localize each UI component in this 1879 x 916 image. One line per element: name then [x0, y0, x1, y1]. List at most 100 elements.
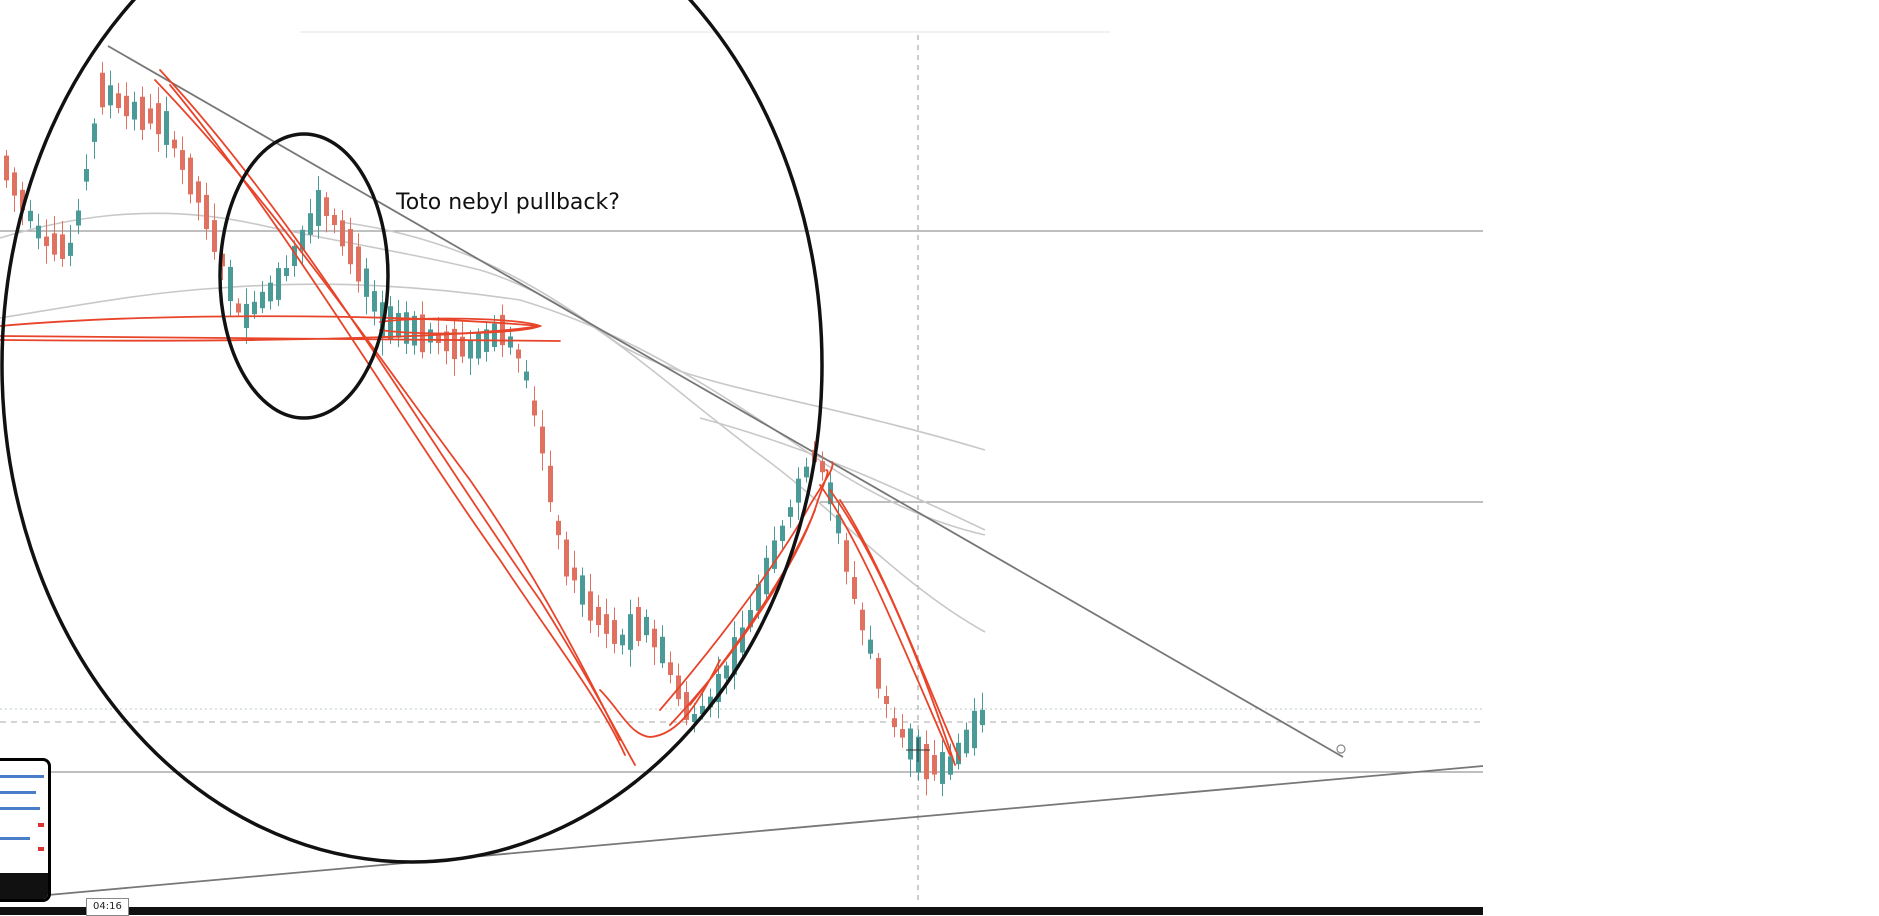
candle-body — [68, 242, 73, 256]
candle-body — [628, 614, 633, 650]
candle-body — [892, 718, 897, 728]
annotation-text: Toto nebyl pullback? — [396, 190, 620, 215]
candle-body — [788, 507, 793, 517]
candle-body — [540, 426, 545, 454]
candle-body — [364, 268, 369, 297]
candle-body — [44, 236, 49, 247]
candle-body — [356, 246, 361, 282]
candle-body — [556, 520, 561, 536]
candle-body — [508, 336, 513, 348]
candle-body — [396, 313, 401, 338]
candle-body — [372, 291, 377, 312]
candle-body — [724, 665, 729, 679]
candle-body — [332, 214, 337, 226]
candle-body — [212, 220, 217, 252]
candle-body — [124, 95, 129, 117]
uptrend-line[interactable] — [47, 765, 1484, 896]
candle-body — [204, 194, 209, 230]
candle-body — [492, 323, 497, 347]
candle-body — [940, 752, 945, 784]
trendline-handle-icon[interactable] — [1336, 744, 1346, 754]
candlestick-series — [4, 62, 985, 797]
candle-body — [572, 567, 577, 581]
candle-body — [92, 123, 97, 142]
candle-body — [452, 328, 457, 360]
pen-down-leg-1 — [159, 69, 636, 766]
candle-body — [188, 157, 193, 195]
candle-body — [564, 539, 569, 577]
candle-body — [908, 728, 913, 760]
candle-body — [924, 744, 929, 780]
candle-body — [956, 742, 961, 765]
candle-body — [292, 245, 297, 267]
candle-body — [436, 334, 441, 343]
candle-body — [972, 710, 977, 749]
candle-body — [108, 85, 113, 106]
thumb-footer — [0, 873, 48, 899]
candle-body — [324, 197, 329, 217]
candle-body — [636, 607, 641, 641]
candle-body — [468, 340, 473, 359]
pen-up-leg-3 — [689, 509, 816, 706]
candle-body — [876, 657, 881, 689]
candle-body — [732, 637, 737, 675]
candle-body — [4, 155, 9, 181]
candle-body — [604, 614, 609, 634]
video-progress-bar[interactable] — [0, 907, 1483, 915]
candle-body — [284, 267, 289, 277]
candle-body — [748, 610, 753, 628]
red-pen-drawings — [0, 69, 961, 766]
ma-fast — [0, 212, 986, 633]
candle-body — [444, 331, 449, 352]
candle-body — [196, 181, 201, 203]
thumb-marker — [38, 847, 44, 851]
candle-body — [964, 729, 969, 754]
candle-body — [412, 315, 417, 346]
candle-body — [532, 400, 537, 416]
candle-body — [388, 306, 393, 340]
pen-zone-small-loop — [379, 317, 543, 335]
candle-body — [340, 220, 345, 247]
candle-body — [316, 190, 321, 226]
candle-body — [588, 591, 593, 621]
candle-body — [276, 268, 281, 300]
candle-body — [868, 639, 873, 654]
pen-down-leg-3 — [169, 84, 626, 756]
candle-body — [308, 213, 313, 235]
downtrend-line[interactable] — [107, 45, 1344, 758]
moving-averages — [0, 212, 986, 633]
candle-body — [260, 291, 265, 309]
candle-body — [764, 557, 769, 595]
candle-body — [804, 466, 809, 478]
candle-body — [948, 756, 953, 775]
candle-body — [580, 575, 585, 605]
candle-body — [348, 229, 353, 265]
pen-down-leg-2 — [154, 79, 621, 741]
candle-body — [548, 465, 553, 503]
pen-bottom-loop — [599, 659, 721, 738]
candle-body — [476, 333, 481, 359]
candle-body — [156, 103, 161, 135]
candle-body — [236, 303, 241, 313]
thumb-marker — [38, 823, 44, 827]
candle-body — [844, 540, 849, 572]
candle-body — [220, 253, 225, 267]
candle-body — [668, 662, 673, 676]
ma-slow — [339, 221, 986, 451]
candle-body — [28, 210, 33, 222]
thumb-row — [0, 837, 30, 840]
candle-body — [932, 755, 937, 775]
pen-up-leg-1 — [659, 461, 834, 711]
candle-body — [660, 636, 665, 664]
candle-body — [852, 577, 857, 599]
thumb-row — [0, 807, 40, 810]
thumb-row — [0, 775, 44, 778]
crosshair-cursor-icon — [906, 738, 930, 762]
thumbnail-preview[interactable] — [0, 758, 51, 902]
ma-slow-2 — [699, 417, 986, 531]
candle-body — [652, 628, 657, 648]
candle-body — [404, 312, 409, 344]
candle-body — [828, 482, 833, 505]
